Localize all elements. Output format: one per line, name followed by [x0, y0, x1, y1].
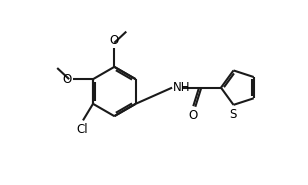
Text: O: O: [110, 34, 119, 47]
Text: O: O: [63, 73, 72, 86]
Text: Cl: Cl: [76, 123, 88, 136]
Text: S: S: [229, 108, 237, 121]
Text: NH: NH: [173, 81, 190, 94]
Text: O: O: [188, 109, 197, 122]
